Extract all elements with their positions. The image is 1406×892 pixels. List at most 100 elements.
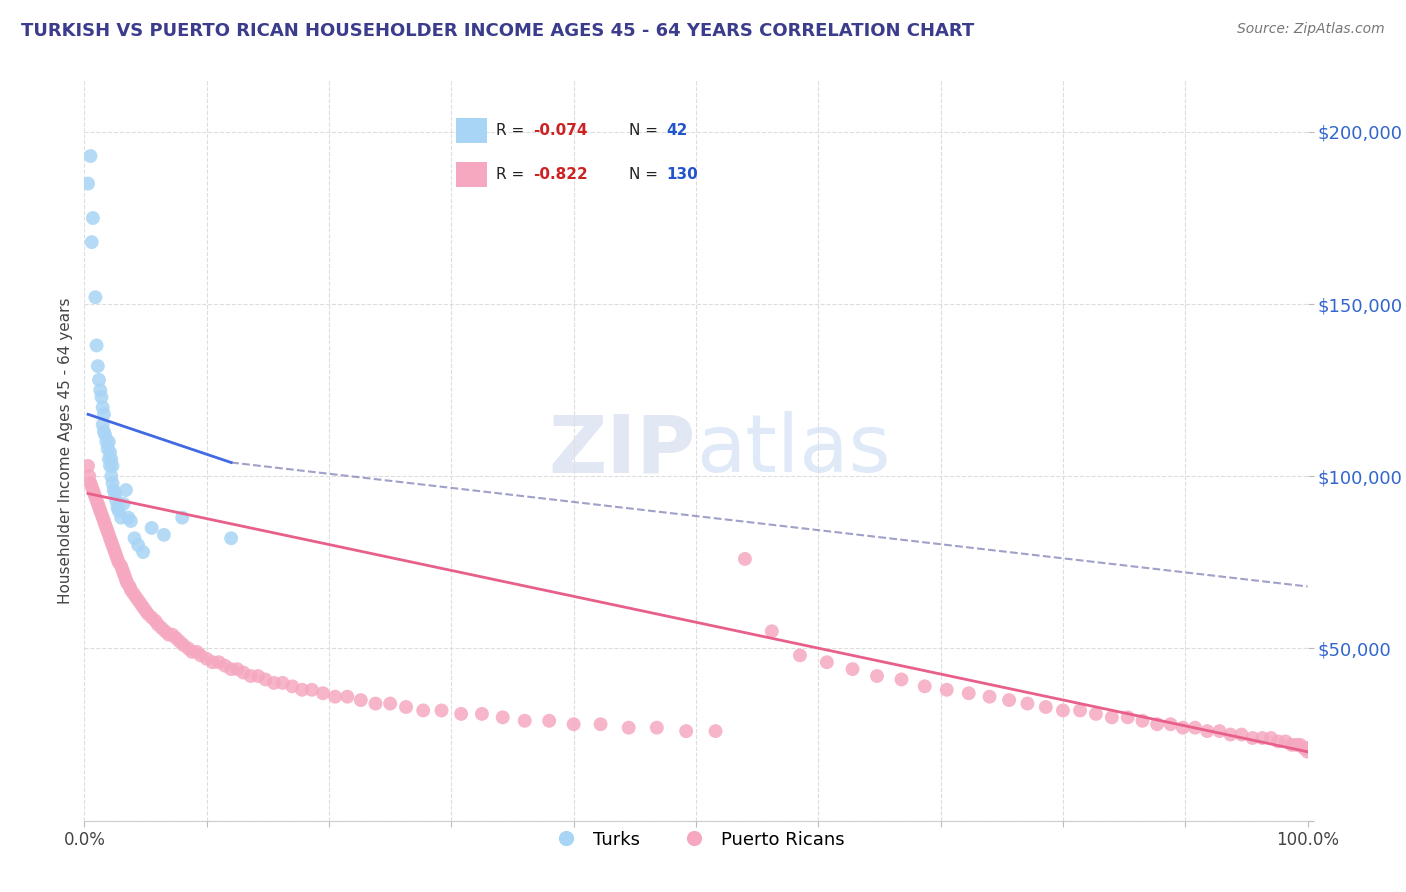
Point — [177, 641, 200, 656]
Point — [87, 373, 110, 387]
Point — [1267, 734, 1289, 748]
Point — [254, 673, 277, 687]
Point — [165, 631, 187, 645]
Point — [97, 528, 120, 542]
Point — [162, 628, 184, 642]
Point — [263, 676, 285, 690]
Point — [195, 652, 218, 666]
Point — [96, 434, 118, 449]
Point — [675, 724, 697, 739]
Point — [115, 576, 138, 591]
Point — [181, 645, 204, 659]
Point — [538, 714, 561, 728]
Point — [117, 510, 139, 524]
Point — [141, 521, 163, 535]
Point — [1171, 721, 1194, 735]
Point — [93, 425, 115, 439]
Point — [247, 669, 270, 683]
Point — [789, 648, 811, 663]
Point — [105, 500, 128, 515]
Point — [87, 497, 110, 511]
Point — [312, 686, 335, 700]
Point — [91, 401, 114, 415]
Point — [132, 600, 155, 615]
Point — [169, 634, 191, 648]
Point — [86, 493, 108, 508]
Point — [112, 566, 135, 580]
Point — [87, 359, 110, 373]
Point — [1251, 731, 1274, 745]
Text: 42: 42 — [666, 123, 688, 137]
Point — [83, 486, 105, 500]
Point — [100, 469, 122, 483]
Point — [98, 531, 121, 545]
Point — [291, 682, 314, 697]
Point — [226, 662, 249, 676]
Point — [704, 724, 727, 739]
Point — [336, 690, 359, 704]
Point — [104, 486, 127, 500]
Point — [89, 383, 111, 397]
Point — [80, 480, 103, 494]
Point — [105, 549, 128, 563]
Point — [1274, 734, 1296, 748]
Point — [935, 682, 957, 697]
Point — [1035, 700, 1057, 714]
Text: ZIP: ZIP — [548, 411, 696, 490]
Point — [110, 510, 132, 524]
Point — [101, 458, 124, 473]
Point — [1017, 697, 1039, 711]
Point — [841, 662, 863, 676]
Point — [172, 510, 194, 524]
Point — [1292, 741, 1315, 756]
Point — [998, 693, 1021, 707]
Point — [87, 500, 110, 515]
Point — [115, 573, 138, 587]
Point — [111, 562, 134, 576]
Text: Source: ZipAtlas.com: Source: ZipAtlas.com — [1237, 22, 1385, 37]
Point — [98, 458, 121, 473]
Point — [1296, 741, 1319, 756]
Point — [84, 490, 107, 504]
Point — [323, 690, 346, 704]
Point — [100, 452, 122, 467]
Point — [219, 531, 242, 545]
Text: R =: R = — [496, 123, 530, 137]
Point — [114, 569, 136, 583]
Point — [1160, 717, 1182, 731]
Point — [1052, 703, 1074, 717]
Point — [77, 469, 100, 483]
Point — [77, 177, 100, 191]
Point — [84, 290, 107, 304]
Point — [91, 417, 114, 432]
Point — [890, 673, 912, 687]
Point — [135, 604, 157, 618]
Text: N =: N = — [630, 168, 664, 182]
Point — [110, 558, 132, 573]
Point — [1296, 745, 1319, 759]
Point — [97, 434, 120, 449]
Point — [90, 390, 112, 404]
Point — [815, 655, 838, 669]
Point — [77, 458, 100, 473]
Point — [471, 706, 494, 721]
Point — [1184, 721, 1206, 735]
Point — [562, 717, 585, 731]
Point — [97, 442, 120, 456]
Point — [645, 721, 668, 735]
Point — [450, 706, 472, 721]
Point — [271, 676, 294, 690]
Point — [1241, 731, 1264, 745]
Point — [120, 514, 142, 528]
Point — [157, 628, 180, 642]
Text: N =: N = — [630, 123, 664, 137]
Point — [79, 149, 101, 163]
Point — [86, 338, 108, 352]
Bar — [456, 162, 486, 187]
Point — [1260, 731, 1282, 745]
Bar — [456, 118, 486, 143]
Point — [103, 541, 125, 556]
Point — [281, 679, 304, 693]
Point — [1084, 706, 1107, 721]
Point — [141, 610, 163, 624]
